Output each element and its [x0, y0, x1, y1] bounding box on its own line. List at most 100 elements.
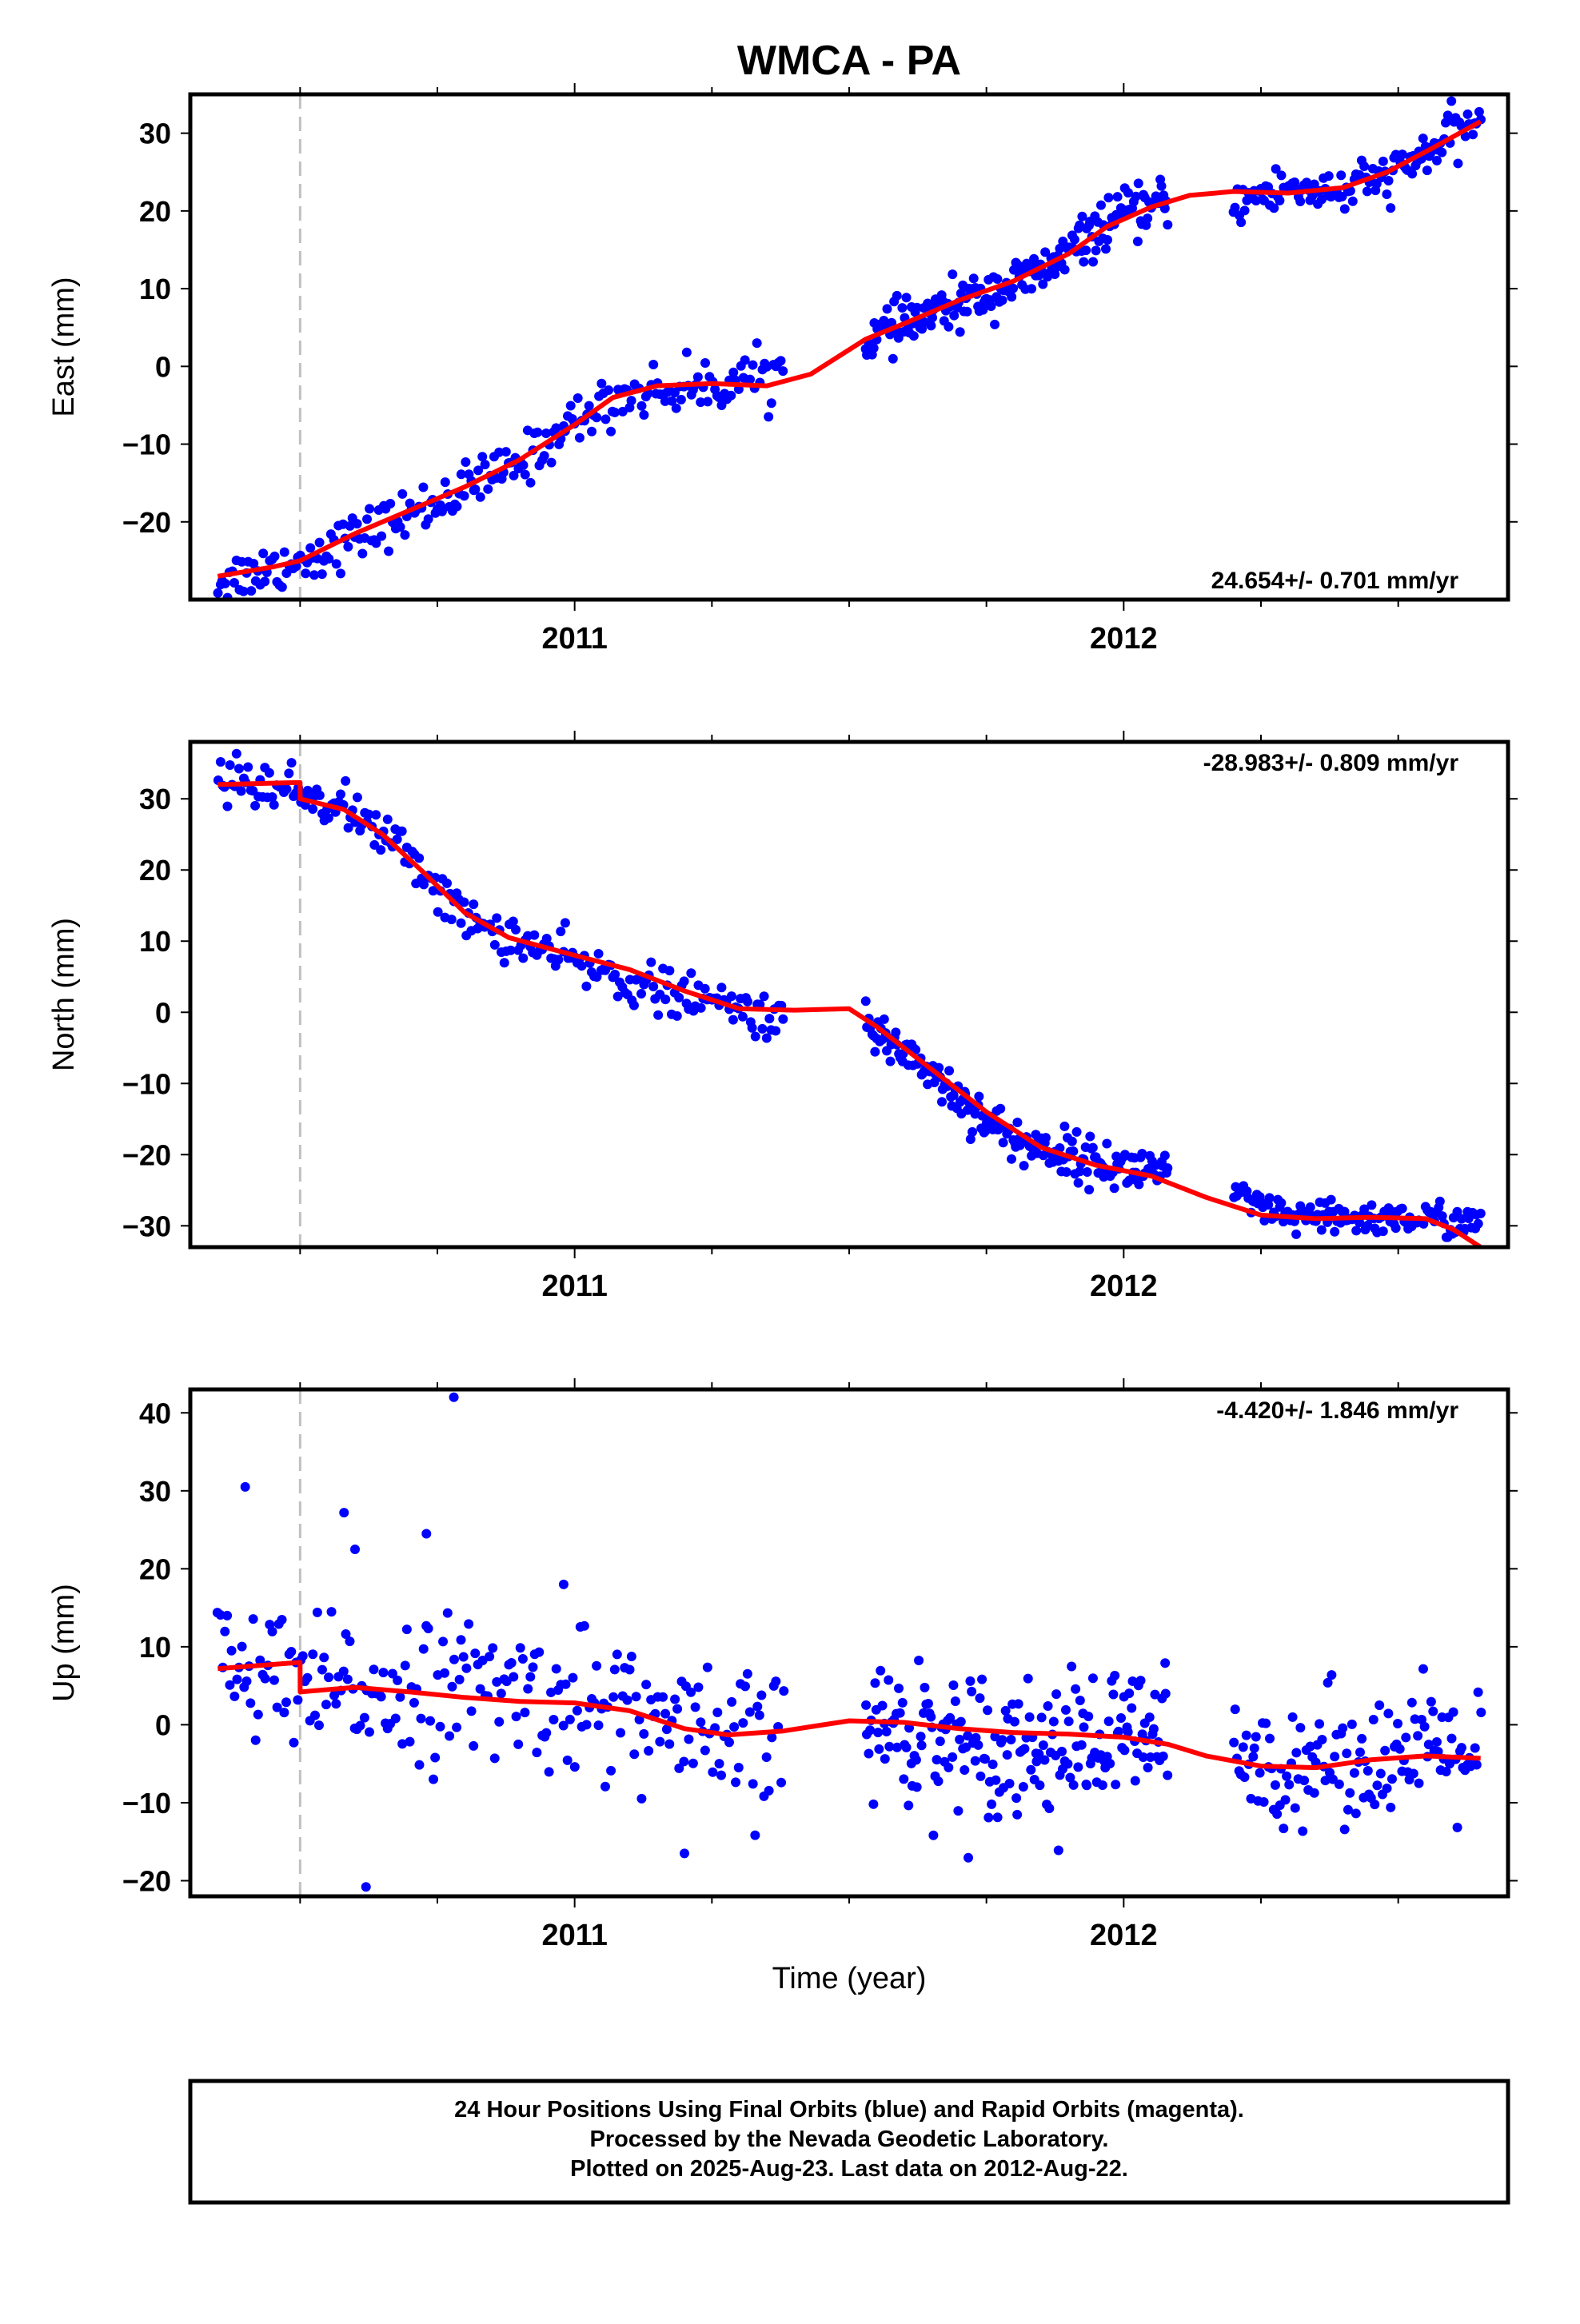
up-y-tick-label: −20: [122, 1864, 171, 1897]
up-data-point: [418, 1644, 429, 1654]
up-frame: [188, 1387, 1510, 1899]
up-data-point: [1280, 1795, 1291, 1805]
up-x-tick-label: 2011: [541, 1919, 607, 1952]
up-data-point: [1031, 1756, 1042, 1767]
north-data-point: [446, 915, 457, 925]
east-data-point: [1143, 213, 1153, 224]
east-data-point: [636, 401, 647, 411]
east-data-point: [992, 273, 1003, 284]
east-data-point: [1131, 191, 1141, 201]
up-data-point: [561, 1679, 571, 1689]
east-y-tick-label: −20: [122, 506, 171, 539]
up-data-point: [1057, 1746, 1067, 1756]
east-y-tick-label: 10: [139, 273, 171, 305]
up-data-point: [1249, 1743, 1259, 1753]
up-data-point: [716, 1770, 726, 1780]
east-data-point: [901, 293, 912, 303]
east-data-point: [1422, 165, 1432, 176]
up-data-point: [466, 1706, 477, 1716]
east-data-point: [1275, 195, 1285, 205]
up-data-point: [485, 1652, 495, 1662]
up-data-point: [423, 1623, 433, 1633]
up-data-point: [600, 1781, 611, 1792]
up-data-point: [338, 1666, 349, 1676]
north-data-point: [511, 924, 521, 935]
north-data-point: [1082, 1167, 1092, 1178]
up-data-point: [1386, 1802, 1396, 1812]
up-data-point: [948, 1680, 959, 1691]
up-data-point: [222, 1610, 233, 1620]
north-data-point: [233, 763, 244, 774]
north-data-point: [1259, 1215, 1270, 1226]
up-data-point: [983, 1705, 993, 1716]
up-data-point: [948, 1752, 958, 1762]
north-data-point: [556, 927, 566, 937]
north-data-point: [428, 886, 438, 896]
footer-line-3: Plotted on 2025-Aug-23. Last data on 201…: [570, 2156, 1128, 2182]
up-data-point: [593, 1720, 604, 1731]
up-data-point: [445, 1731, 455, 1741]
up-data-point: [744, 1707, 755, 1717]
up-data-point: [1163, 1770, 1173, 1780]
up-data-point: [447, 1681, 457, 1692]
up-data-point: [1063, 1759, 1073, 1769]
east-data-point: [897, 303, 908, 313]
north-data-point: [1075, 1166, 1085, 1177]
east-data-point: [324, 553, 334, 564]
north-data-point: [1359, 1204, 1370, 1214]
up-data-point: [1339, 1824, 1350, 1835]
up-data-point: [904, 1800, 914, 1811]
east-data-point: [700, 358, 710, 369]
up-data-point: [279, 1708, 289, 1718]
east-data-point: [483, 484, 493, 494]
up-data-point: [622, 1695, 632, 1705]
east-data-point: [660, 396, 670, 406]
east-data-point: [1079, 257, 1089, 267]
up-data-point: [317, 1664, 327, 1675]
north-data-point: [653, 1010, 664, 1020]
up-data-point: [608, 1692, 619, 1702]
north-data-point: [628, 1000, 639, 1011]
east-data-point: [229, 578, 240, 588]
up-data-point: [1113, 1726, 1123, 1736]
east-y-axis-label: East (mm): [47, 277, 81, 417]
up-data-point: [438, 1636, 449, 1647]
up-data-point: [1251, 1732, 1261, 1742]
north-data-point: [879, 1014, 889, 1024]
east-data-point: [1397, 149, 1407, 160]
up-data-point: [511, 1712, 521, 1722]
north-data-point: [636, 989, 647, 999]
north-data-point: [364, 809, 374, 819]
up-data-point: [894, 1683, 904, 1693]
east-data-point: [1102, 234, 1112, 245]
up-data-point: [400, 1660, 410, 1671]
east-data-point: [305, 543, 316, 553]
north-data-point: [674, 992, 684, 1003]
up-data-point: [740, 1681, 750, 1692]
east-data-point: [1336, 170, 1347, 181]
up-data-point: [245, 1698, 256, 1708]
north-data-point: [323, 813, 333, 823]
up-data-point: [1012, 1809, 1023, 1820]
up-data-point: [714, 1759, 724, 1769]
up-data-point: [528, 1662, 538, 1672]
up-data-point: [764, 1785, 774, 1796]
east-data-point: [1269, 203, 1279, 213]
up-data-point: [655, 1736, 665, 1747]
up-data-point: [1124, 1688, 1135, 1699]
up-data-point: [1079, 1722, 1089, 1732]
up-data-point: [579, 1620, 589, 1631]
up-data-point: [1006, 1735, 1016, 1745]
north-data-point: [508, 916, 518, 927]
east-data-point: [1382, 189, 1392, 199]
north-data-point: [1124, 1175, 1135, 1186]
east-data-point: [1362, 186, 1372, 197]
up-data-point: [1441, 1766, 1451, 1776]
up-data-point: [926, 1712, 936, 1722]
up-data-point: [1004, 1779, 1015, 1789]
up-data-point: [390, 1713, 401, 1724]
up-data-point: [992, 1812, 1003, 1823]
east-y-tick-label: 20: [139, 195, 171, 228]
up-data-point: [1241, 1730, 1251, 1740]
up-data-point: [331, 1699, 341, 1709]
